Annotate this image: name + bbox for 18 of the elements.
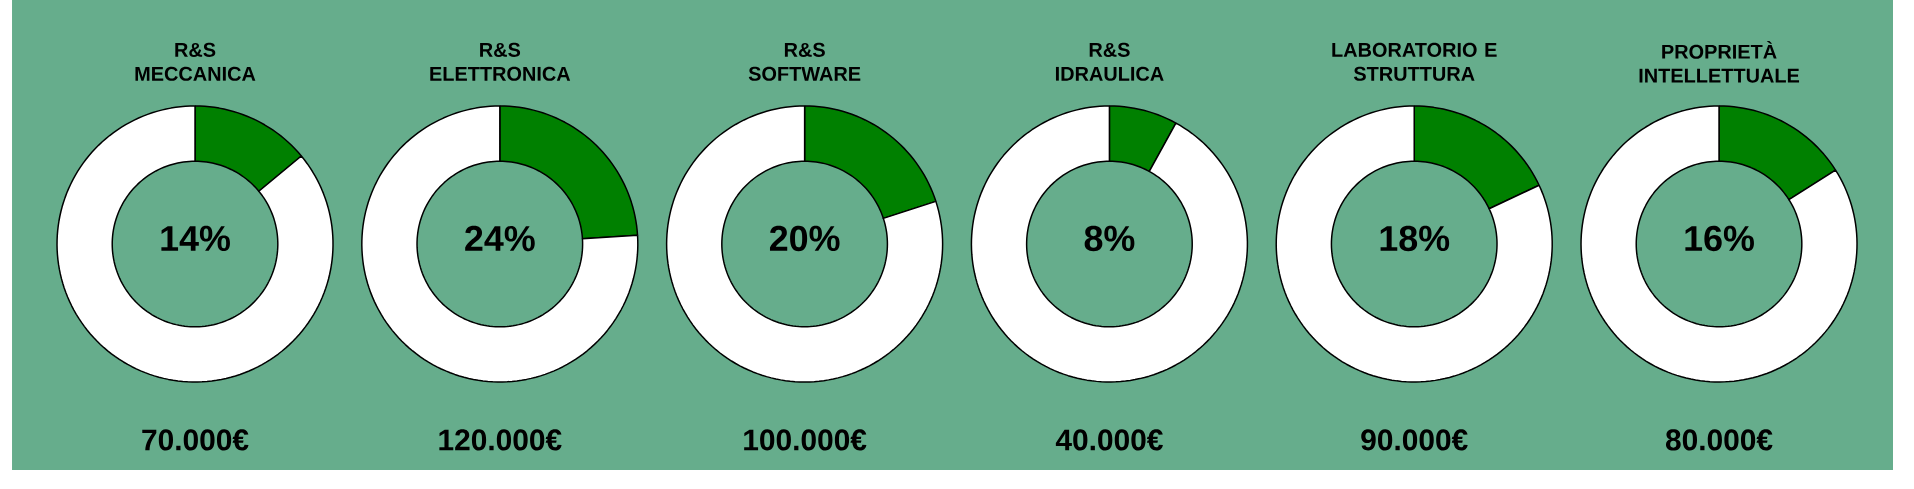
chart-title: R&S MECCANICA [135,42,256,81]
data-label: 18% [1380,225,1450,252]
chart-title: R&S SOFTWARE [748,42,861,81]
data-label: 16% [1685,225,1754,252]
text: 70.000€ [142,429,249,451]
text: 80.000€ [1665,429,1773,451]
text: 100.000€ [744,429,867,451]
chart-title: LABORATORIO E STRUTTURA [1332,42,1497,81]
chart-title: PROPRIETÀ INTELLETTUALE [1639,40,1800,83]
data-label: 24% [465,225,535,252]
text: 90.000€ [1361,429,1468,451]
text: 120.000€ [439,429,562,451]
data-label: 14% [161,225,230,252]
data-label: 20% [769,225,840,252]
chart-title: R&S IDRAULICA [1055,42,1164,81]
data-label: 8% [1084,225,1135,252]
chart-title: R&S ELETTRONICA [430,42,571,81]
text: 40.000€ [1055,429,1163,451]
